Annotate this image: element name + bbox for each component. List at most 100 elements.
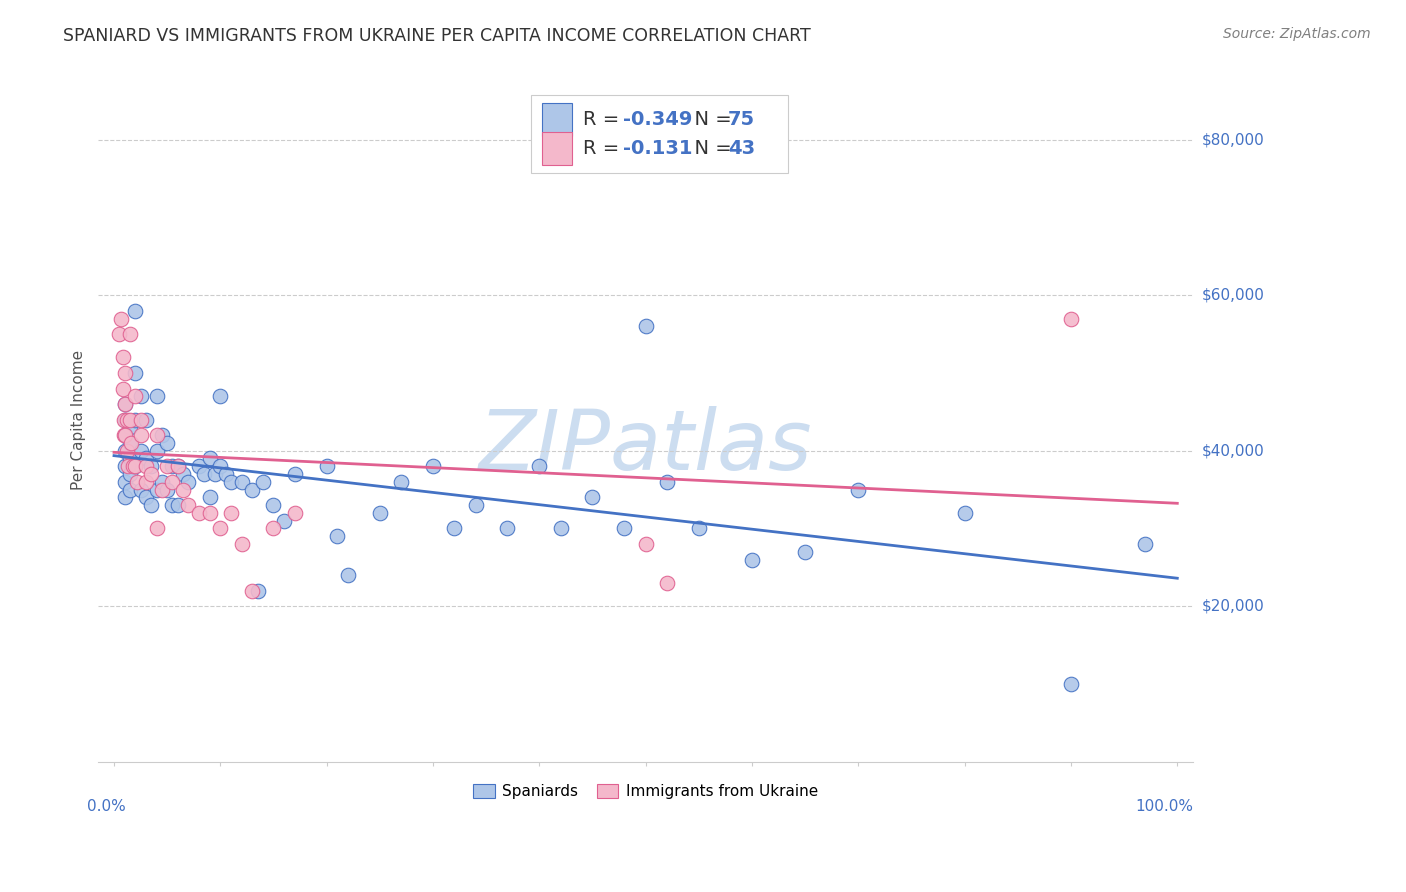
- Point: [124, 412, 146, 426]
- Text: 75: 75: [728, 110, 755, 128]
- Point: [150, 483, 173, 497]
- Text: R =: R =: [583, 139, 631, 158]
- Point: [122, 459, 145, 474]
- Point: [127, 475, 149, 489]
- Point: [124, 459, 146, 474]
- Point: [188, 459, 211, 474]
- Point: [114, 428, 136, 442]
- Point: [129, 389, 152, 403]
- Point: [150, 475, 173, 489]
- Point: [252, 475, 274, 489]
- Point: [124, 366, 146, 380]
- Point: [141, 498, 163, 512]
- Point: [273, 514, 295, 528]
- Text: $60,000: $60,000: [1202, 288, 1264, 302]
- Point: [198, 491, 221, 505]
- FancyBboxPatch shape: [530, 95, 787, 173]
- Text: $80,000: $80,000: [1202, 132, 1264, 147]
- Text: SPANIARD VS IMMIGRANTS FROM UKRAINE PER CAPITA INCOME CORRELATION CHART: SPANIARD VS IMMIGRANTS FROM UKRAINE PER …: [63, 27, 811, 45]
- Point: [263, 521, 285, 535]
- Text: N =: N =: [682, 139, 738, 158]
- Point: [1135, 537, 1157, 551]
- Point: [145, 521, 167, 535]
- Point: [129, 412, 152, 426]
- Point: [129, 443, 152, 458]
- Point: [634, 537, 657, 551]
- Point: [368, 506, 391, 520]
- Point: [156, 483, 179, 497]
- Point: [214, 467, 236, 481]
- Text: 43: 43: [728, 139, 755, 158]
- Point: [112, 412, 135, 426]
- Point: [953, 506, 976, 520]
- Text: Source: ZipAtlas.com: Source: ZipAtlas.com: [1223, 27, 1371, 41]
- Point: [141, 459, 163, 474]
- FancyBboxPatch shape: [541, 103, 572, 136]
- Point: [263, 498, 285, 512]
- Point: [145, 428, 167, 442]
- Point: [114, 475, 136, 489]
- Point: [118, 412, 141, 426]
- Point: [118, 467, 141, 481]
- Point: [219, 475, 242, 489]
- Point: [284, 467, 307, 481]
- Point: [118, 451, 141, 466]
- Point: [162, 475, 184, 489]
- Point: [655, 575, 678, 590]
- Point: [118, 436, 141, 450]
- FancyBboxPatch shape: [541, 132, 572, 165]
- Point: [166, 498, 188, 512]
- Point: [172, 483, 194, 497]
- Point: [443, 521, 465, 535]
- Point: [135, 412, 157, 426]
- Point: [115, 443, 138, 458]
- Point: [240, 483, 263, 497]
- Point: [389, 475, 412, 489]
- Text: N =: N =: [682, 110, 738, 128]
- Point: [231, 537, 253, 551]
- Point: [581, 491, 603, 505]
- Point: [162, 498, 184, 512]
- Point: [145, 389, 167, 403]
- Point: [422, 459, 444, 474]
- Point: [112, 428, 135, 442]
- Y-axis label: Per Capita Income: Per Capita Income: [72, 350, 86, 490]
- Point: [688, 521, 710, 535]
- Point: [315, 459, 337, 474]
- Point: [114, 491, 136, 505]
- Point: [240, 583, 263, 598]
- Text: ZIPatlas: ZIPatlas: [479, 407, 813, 488]
- Point: [118, 483, 141, 497]
- Point: [114, 397, 136, 411]
- Point: [162, 459, 184, 474]
- Point: [188, 506, 211, 520]
- Point: [193, 467, 215, 481]
- Point: [284, 506, 307, 520]
- Point: [550, 521, 572, 535]
- Point: [655, 475, 678, 489]
- Point: [156, 436, 179, 450]
- Point: [231, 475, 253, 489]
- Point: [177, 498, 200, 512]
- Point: [114, 443, 136, 458]
- Text: -0.131: -0.131: [623, 139, 692, 158]
- Point: [1060, 311, 1083, 326]
- Point: [1060, 677, 1083, 691]
- Text: 100.0%: 100.0%: [1135, 799, 1194, 814]
- Text: $20,000: $20,000: [1202, 599, 1264, 614]
- Point: [209, 521, 232, 535]
- Point: [336, 568, 359, 582]
- Point: [204, 467, 226, 481]
- Point: [129, 483, 152, 497]
- Text: $40,000: $40,000: [1202, 443, 1264, 458]
- Point: [846, 483, 869, 497]
- Point: [145, 483, 167, 497]
- Point: [118, 327, 141, 342]
- Text: -0.349: -0.349: [623, 110, 692, 128]
- Point: [124, 303, 146, 318]
- Point: [108, 327, 131, 342]
- Text: R =: R =: [583, 110, 626, 128]
- Point: [177, 475, 200, 489]
- Point: [114, 428, 136, 442]
- Point: [198, 451, 221, 466]
